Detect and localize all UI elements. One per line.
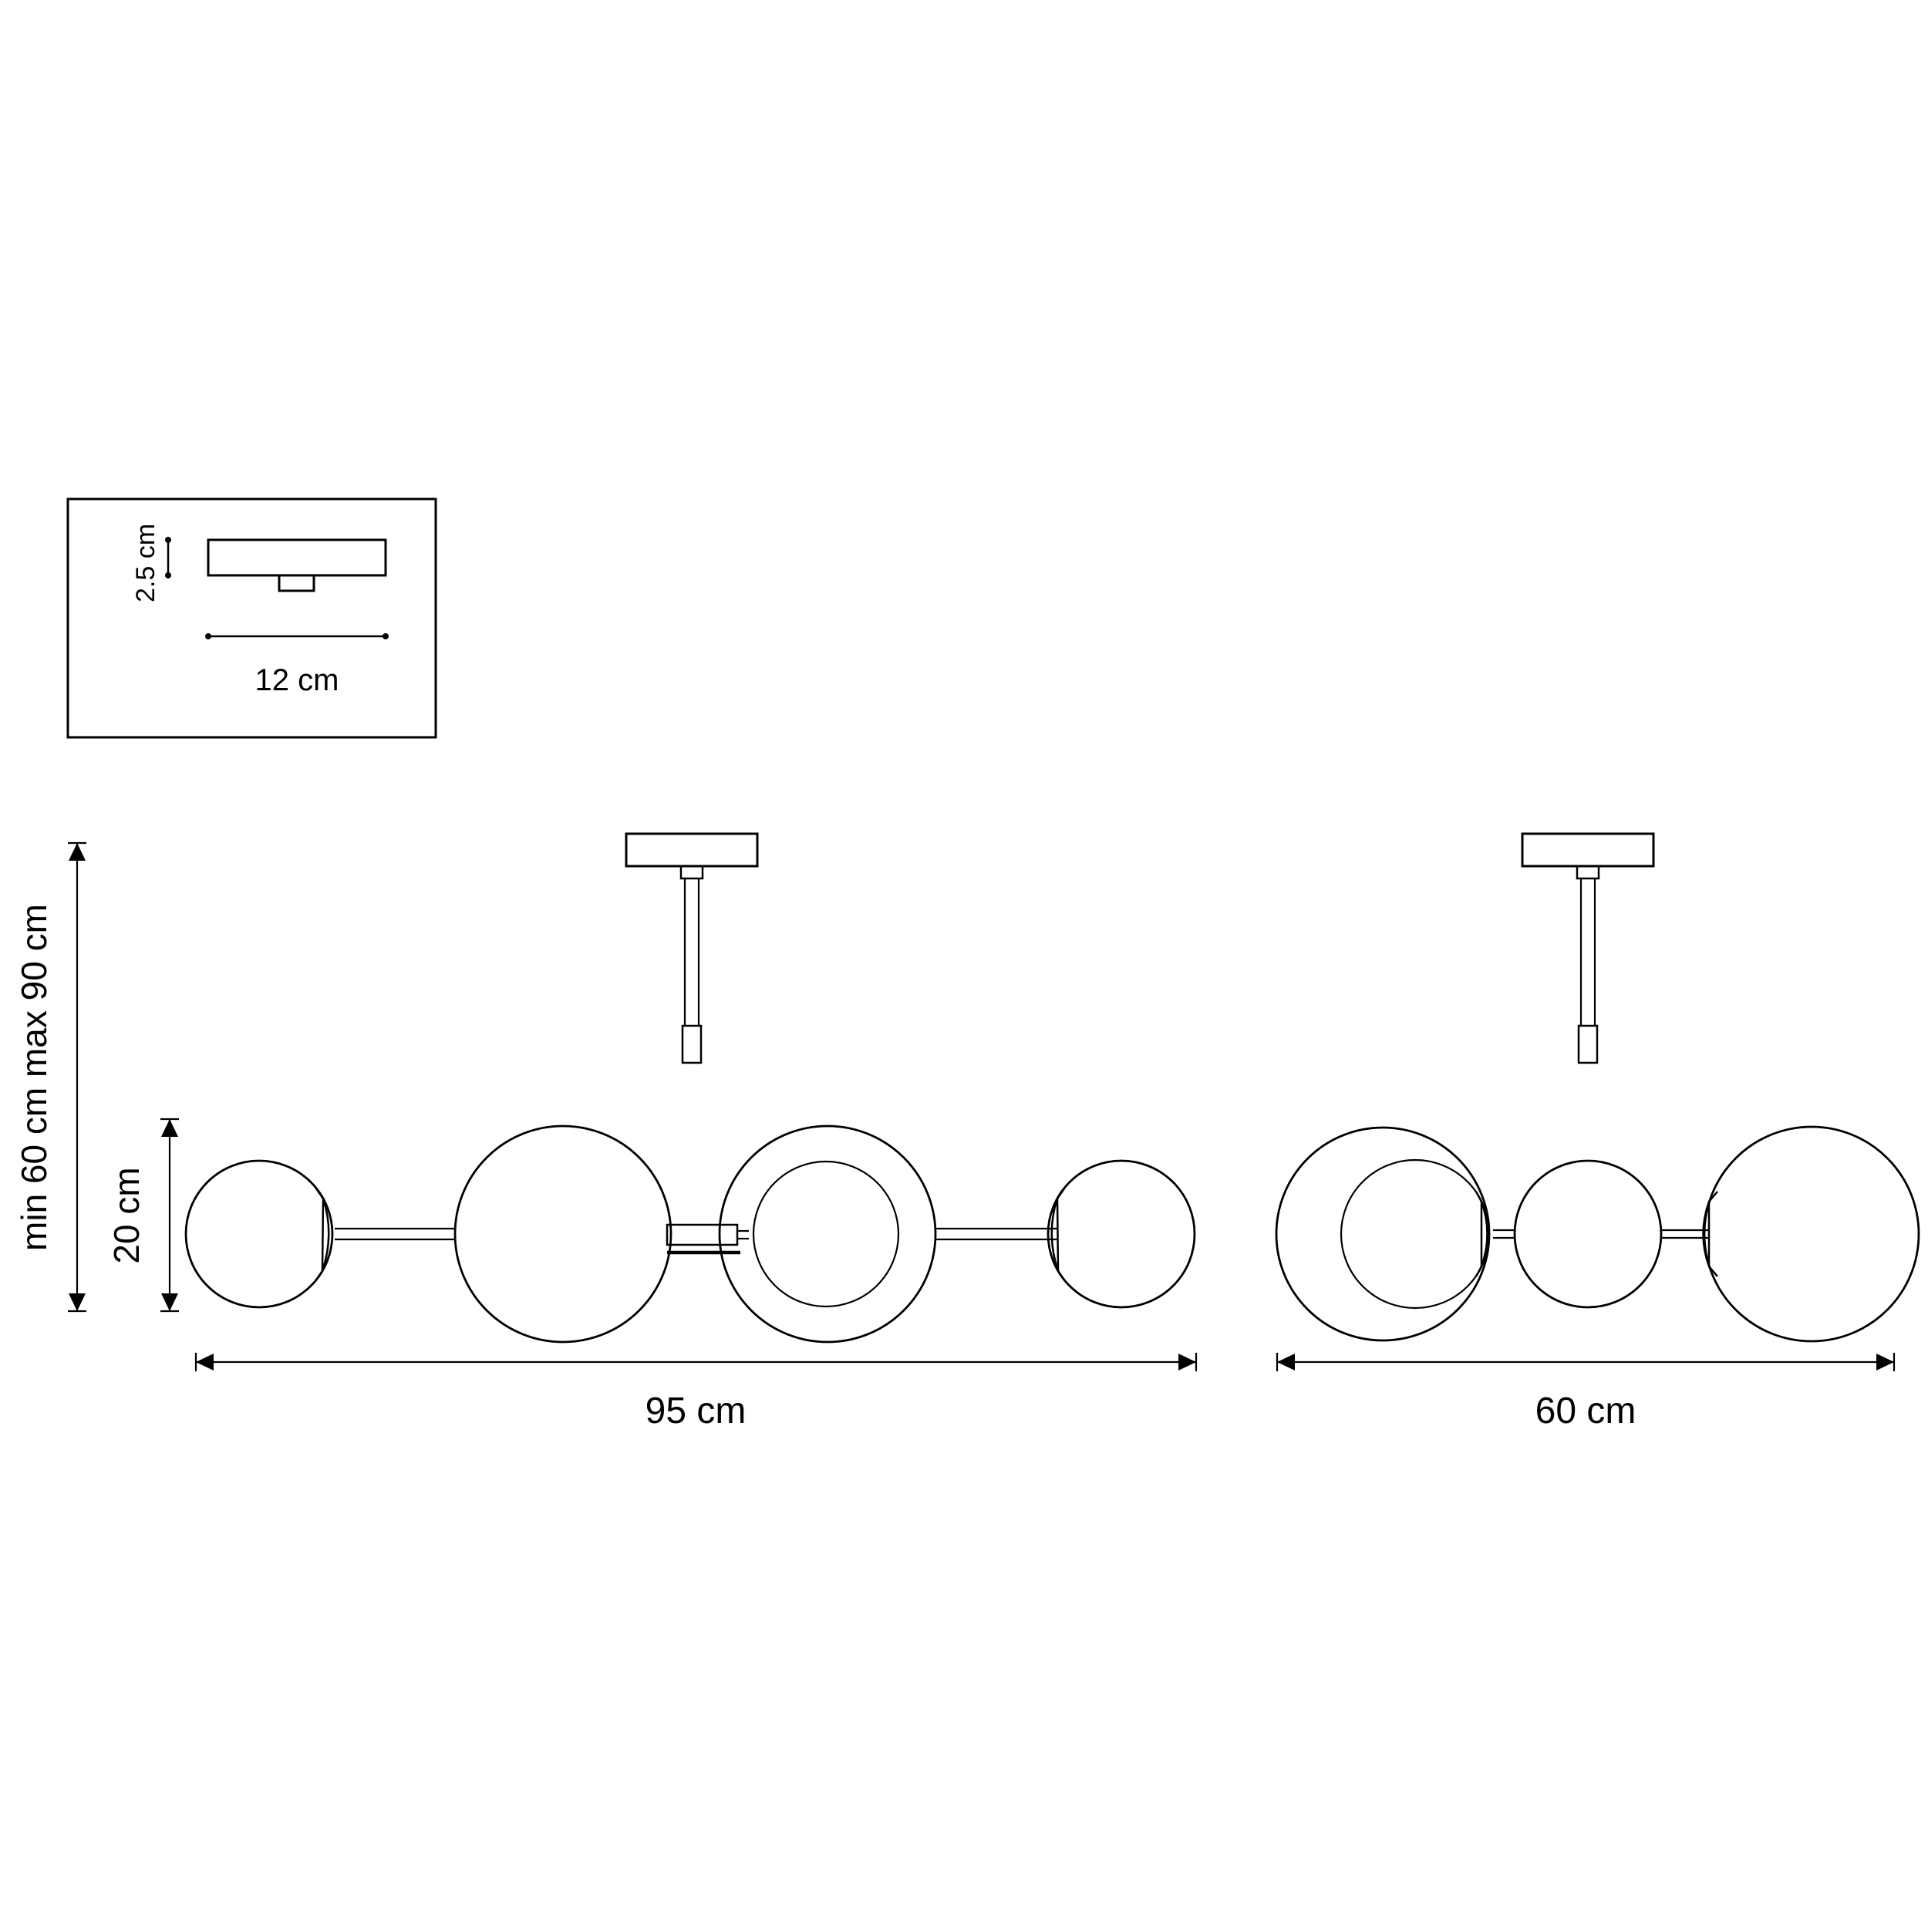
svg-text:60 cm: 60 cm — [1535, 1391, 1636, 1431]
svg-text:min 60 cm max 90 cm: min 60 cm max 90 cm — [14, 904, 54, 1251]
svg-text:20 cm: 20 cm — [106, 1167, 147, 1263]
svg-text:95 cm: 95 cm — [645, 1391, 747, 1431]
svg-text:2.5 cm: 2.5 cm — [131, 524, 160, 602]
svg-text:12 cm: 12 cm — [255, 663, 339, 697]
